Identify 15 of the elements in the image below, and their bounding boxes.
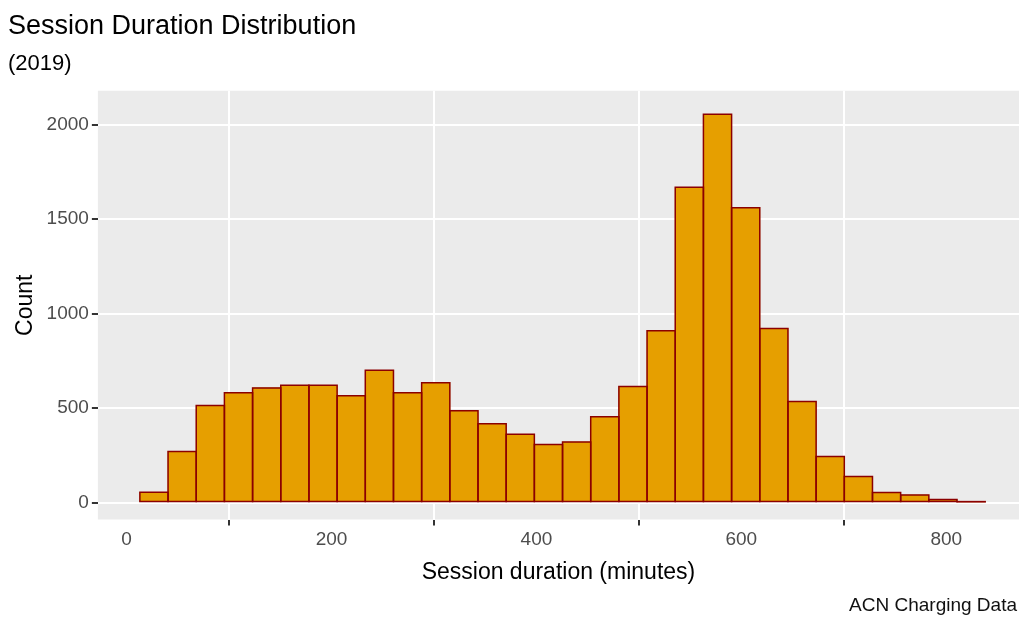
chart-subtitle: (2019) [8,49,72,75]
x-tick-label: 200 [315,528,348,550]
x-tick-label: 800 [930,528,963,550]
y-tick-label: 2000 [46,113,89,135]
text: ACN Charging Data [849,594,1017,616]
y-tick-label: 500 [57,396,89,418]
y-tick-label: 1000 [46,301,89,323]
y-axis-title: Count [11,273,38,336]
y-tick-label: 1500 [46,207,89,229]
x-tick-label: 0 [121,528,132,550]
x-tick-label: 600 [725,528,758,550]
y-tick-label: 0 [78,490,89,512]
chart-title: Session Duration Distribution [8,9,357,40]
x-tick-label: 400 [520,528,553,550]
x-axis-title: Session duration (minutes) [421,557,696,584]
